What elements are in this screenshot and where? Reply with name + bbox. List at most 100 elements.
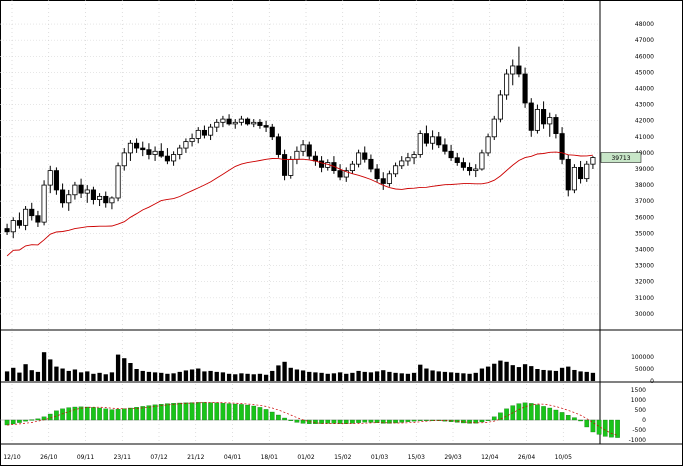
candle-body [127, 142, 133, 154]
price-tick-label: 45000 [635, 69, 654, 76]
candle-body [72, 184, 78, 196]
macd-tick-label: 0 [642, 417, 646, 424]
last-price-label: 39713 [611, 155, 630, 162]
volume-bar [430, 370, 435, 381]
macd-bar [220, 403, 226, 421]
macd-bar [343, 419, 349, 424]
macd-bar [584, 419, 590, 428]
macd-bar [362, 419, 368, 423]
volume-bar [294, 369, 300, 381]
volume-bar [436, 371, 441, 381]
volume-bar [183, 370, 189, 381]
macd-bar [498, 412, 503, 421]
volume-bar [313, 372, 318, 381]
volume-bar [331, 373, 337, 381]
price-tick-label: 47000 [635, 37, 654, 44]
macd-bar [615, 419, 620, 438]
macd-bar [288, 419, 294, 421]
volume-bar [590, 372, 596, 381]
volume-bar [245, 373, 250, 381]
volume-bar [202, 371, 207, 381]
candle-body [294, 150, 300, 160]
volume-bar [424, 368, 429, 381]
candle-body [78, 184, 84, 194]
volume-bar [282, 361, 287, 381]
volume-bar [17, 372, 22, 381]
macd-bar [572, 417, 577, 421]
volume-bar [122, 358, 127, 381]
volume-bar [109, 372, 115, 381]
volume-bar [307, 371, 312, 381]
candle-body [516, 65, 522, 75]
volume-bar [399, 373, 404, 381]
candle-body [417, 133, 423, 155]
macd-bar [350, 419, 355, 424]
candle-body [442, 144, 448, 152]
macd-bar [177, 402, 183, 421]
macd-bar [547, 407, 553, 421]
volume-bar [270, 370, 275, 381]
macd-bar [152, 404, 158, 421]
volume-bar [11, 367, 16, 381]
candle-body [393, 165, 399, 175]
candle-body [356, 152, 362, 165]
candle-body [380, 178, 386, 184]
macd-bar [491, 416, 497, 421]
candle-body [238, 118, 244, 123]
volume-bar [165, 373, 170, 381]
candle-body [226, 118, 232, 125]
candle-body [571, 166, 577, 191]
volume-bar [97, 372, 102, 381]
candle-body [423, 133, 429, 144]
candle-body [195, 129, 201, 139]
macd-bar [29, 419, 35, 421]
candle-body [448, 150, 454, 159]
volume-bar [29, 370, 34, 381]
candle-body [23, 208, 29, 226]
volume-bar [171, 373, 176, 381]
macd-bar [78, 406, 84, 421]
macd-bar [35, 418, 41, 421]
volume-bar [152, 372, 158, 381]
macd-bar [467, 419, 472, 424]
moving-average-line [6, 151, 593, 257]
volume-bar [257, 373, 263, 381]
volume-bar [344, 373, 349, 381]
candle-body [134, 142, 140, 149]
macd-bar [602, 419, 608, 437]
volume-bar [48, 359, 53, 381]
macd-bar [226, 403, 232, 421]
volume-bar [405, 373, 411, 381]
volume-bar [91, 373, 96, 381]
macd-tick-label: -1000 [629, 437, 647, 444]
volume-bar [54, 366, 59, 381]
candle-body [164, 155, 170, 162]
volume-bar [159, 372, 164, 381]
macd-bar [417, 419, 423, 421]
candle-body [578, 166, 584, 180]
macd-bar [23, 419, 28, 422]
candle-body [491, 118, 497, 138]
macd-bar [374, 419, 380, 423]
volume-tick-label: 50000 [635, 366, 654, 373]
macd-bar [294, 419, 300, 423]
price-tick-label: 30000 [635, 311, 654, 318]
candle-body [473, 168, 479, 172]
volume-bar [479, 368, 485, 381]
macd-bar [189, 402, 195, 421]
candle-body [232, 121, 238, 125]
candle-body [312, 155, 318, 162]
candle-body [214, 121, 220, 128]
candle-body [220, 118, 226, 123]
price-tick-label: 37000 [635, 198, 654, 205]
macd-bar [146, 405, 152, 421]
volume-bar [196, 368, 201, 381]
volume-bar [473, 372, 478, 381]
volume-bar [146, 371, 152, 381]
candle-body [208, 126, 214, 136]
macd-bar [251, 405, 257, 421]
price-tick-label: 39000 [635, 166, 654, 173]
macd-bar [405, 419, 411, 422]
macd-bar [54, 410, 59, 421]
